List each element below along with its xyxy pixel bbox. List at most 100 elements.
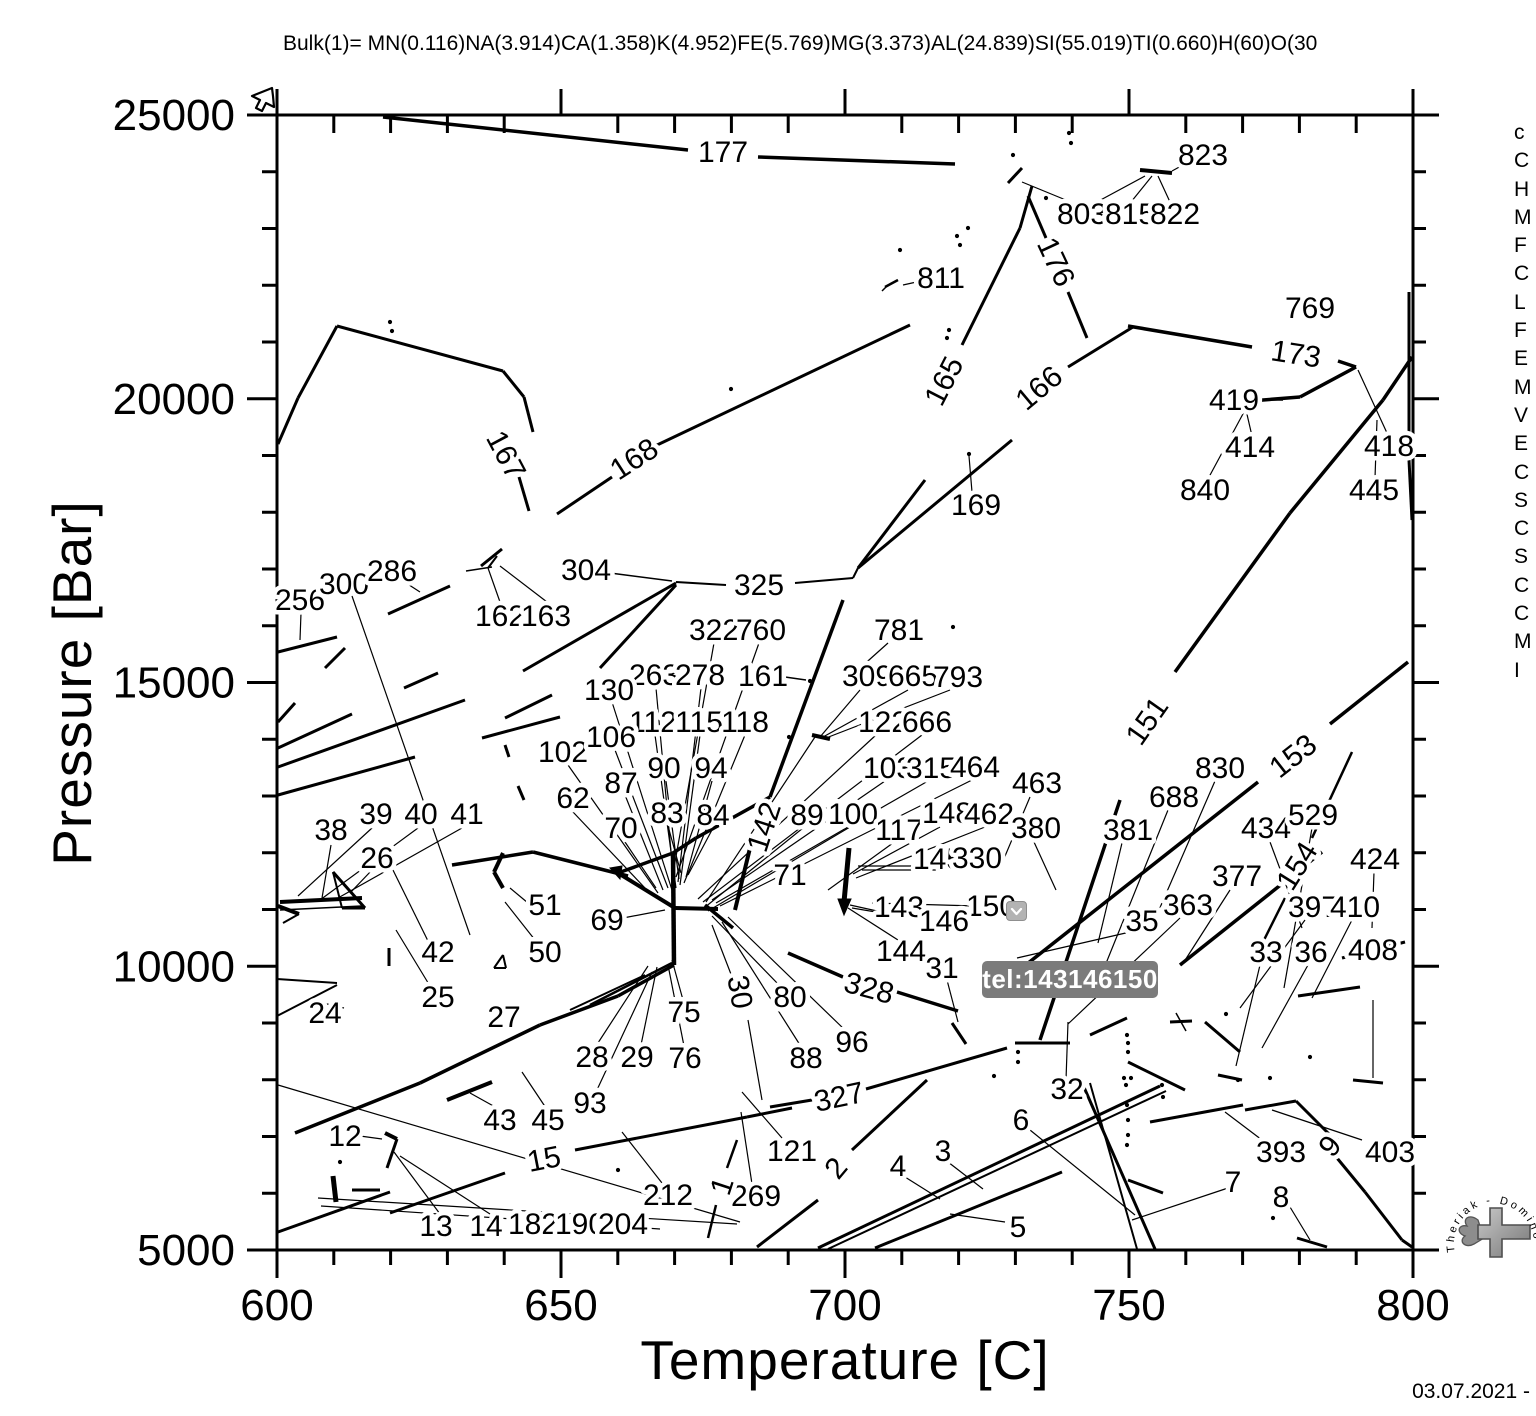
- dot-mark: [337, 1159, 343, 1165]
- contour-segment: [677, 687, 702, 883]
- contour-segment: [757, 155, 956, 166]
- field-label-190: 190: [555, 1208, 605, 1241]
- contour-segment: [1335, 1157, 1367, 1193]
- contour-segment: [671, 959, 684, 1001]
- contour-segment: [480, 547, 503, 568]
- contour-segment: [277, 904, 300, 916]
- field-label-7: 7: [1225, 1166, 1242, 1199]
- field-label-26: 26: [360, 842, 393, 875]
- field-label-28: 28: [575, 1041, 608, 1074]
- field-label-665: 665: [888, 660, 938, 693]
- dot-mark: [615, 1167, 621, 1173]
- contour-segment: [1127, 1060, 1186, 1092]
- contour-segment: [502, 954, 507, 969]
- dot-mark: [991, 1073, 997, 1079]
- phone-number-tooltip[interactable]: tel:143146150: [982, 961, 1158, 998]
- contour-segment: [667, 964, 685, 1047]
- contour-segment: [567, 764, 659, 894]
- field-label-393: 393: [1256, 1136, 1306, 1169]
- field-label-146: 146: [919, 905, 969, 938]
- field-label-94: 94: [694, 752, 727, 785]
- field-label-822: 822: [1150, 198, 1200, 231]
- contour-segment: [297, 827, 373, 897]
- contour-segment: [276, 978, 338, 984]
- field-label-445: 445: [1349, 474, 1399, 507]
- field-label-309: 309: [842, 660, 892, 693]
- dot-mark: [965, 225, 971, 231]
- contour-segment: [1407, 459, 1414, 521]
- x-tick-label: 800: [1376, 1281, 1449, 1330]
- field-label-112: 112: [629, 706, 677, 739]
- field-label-118: 118: [721, 706, 769, 739]
- dot-mark: [944, 335, 950, 341]
- field-label-45: 45: [531, 1104, 564, 1137]
- contour-segment: [469, 1092, 498, 1109]
- contour-segment: [1337, 359, 1357, 369]
- contour-segment: [387, 584, 451, 616]
- contour-segment: [321, 844, 332, 899]
- field-label-325: 325: [734, 569, 784, 602]
- dot-mark: [1307, 1054, 1313, 1060]
- field-label-122: 122: [858, 706, 908, 739]
- field-label-12: 12: [328, 1120, 361, 1153]
- contour-segment: [539, 994, 619, 1027]
- contour-segment: [621, 1131, 663, 1184]
- contour-segment: [671, 642, 715, 880]
- y-tick-label: 10000: [113, 942, 235, 991]
- dot-mark: [1043, 195, 1049, 201]
- contour-segment: [852, 567, 859, 579]
- contour-segment: [711, 780, 886, 901]
- contour-segment: [296, 325, 339, 399]
- field-label-434: 434: [1241, 812, 1291, 845]
- contour-segment: [811, 733, 831, 741]
- dot-mark: [728, 386, 734, 392]
- dot-mark: [1337, 1150, 1343, 1156]
- contour-segment: [1310, 751, 1354, 839]
- contour-segment: [881, 286, 887, 292]
- field-label-89: 89: [790, 799, 823, 832]
- field-label-76: 76: [668, 1042, 701, 1075]
- contour-segment: [1341, 940, 1406, 960]
- field-label-803: 803: [1057, 198, 1107, 231]
- contour-segment: [960, 227, 1022, 346]
- field-label-75: 75: [667, 996, 700, 1029]
- contour-segment: [532, 850, 629, 878]
- contour-segment: [849, 904, 887, 914]
- dot-mark: [1128, 1075, 1134, 1081]
- contour-segment: [276, 984, 338, 1017]
- contour-segment: [1065, 1021, 1069, 1081]
- field-label-823: 823: [1178, 139, 1228, 172]
- contour-segment: [389, 863, 429, 942]
- contour-segment: [323, 646, 347, 670]
- contour-segment: [384, 1131, 398, 1141]
- field-label-161: 161: [738, 660, 788, 693]
- dot-mark: [1068, 140, 1074, 146]
- y-tick-label: 5000: [137, 1226, 235, 1275]
- contour-segment: [667, 825, 682, 874]
- field-label-760: 760: [736, 614, 786, 647]
- contour-segment: [1296, 1236, 1328, 1249]
- field-label-153: 153: [1263, 728, 1323, 785]
- contour-segment: [1089, 1082, 1138, 1250]
- field-label-410: 410: [1330, 891, 1380, 924]
- dot-mark: [1125, 1117, 1131, 1123]
- contour-segment: [614, 749, 669, 889]
- field-label-41: 41: [450, 798, 483, 831]
- contour-segment: [336, 324, 504, 373]
- field-label-93: 93: [573, 1087, 606, 1120]
- contour-segment: [403, 671, 439, 690]
- data-detector-chevron-button[interactable]: [1006, 901, 1027, 921]
- contour-segment: [719, 779, 973, 907]
- contour-segment: [683, 734, 746, 884]
- contour-segment: [841, 847, 852, 903]
- contour-segment: [1288, 398, 1385, 515]
- contour-segment: [522, 396, 535, 433]
- cross-icon: [1477, 1207, 1531, 1258]
- contour-segment: [609, 572, 673, 582]
- field-label-117: 117: [875, 814, 923, 847]
- contour-segment: [493, 954, 504, 969]
- field-label-8: 8: [1273, 1181, 1290, 1214]
- field-label-414: 414: [1225, 431, 1275, 464]
- contour-segment: [904, 1176, 941, 1200]
